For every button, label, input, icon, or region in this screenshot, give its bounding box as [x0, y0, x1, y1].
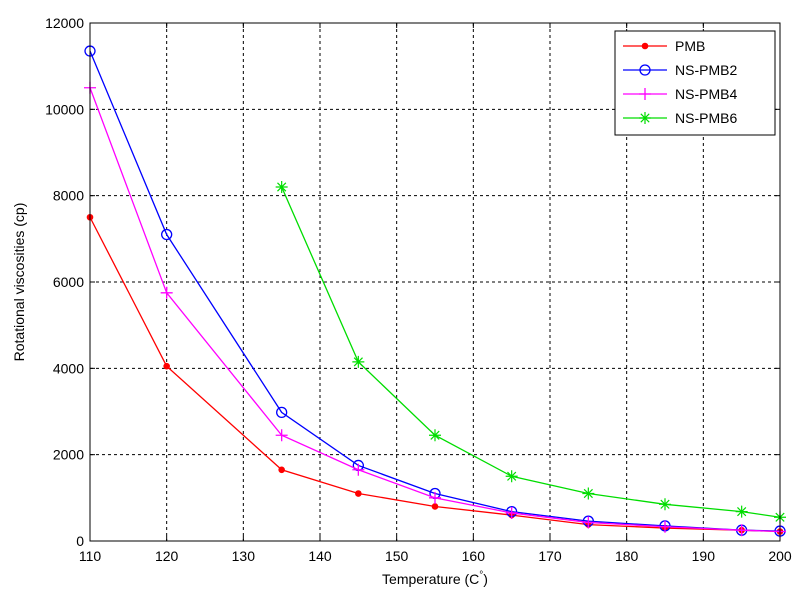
y-axis-label: Rotational viscosities (cp) [11, 203, 27, 362]
x-tick-label: 120 [155, 548, 179, 564]
legend-item: NS-PMB4 [623, 86, 737, 102]
data-point [161, 228, 173, 241]
data-point [431, 503, 439, 510]
data-point [505, 470, 518, 483]
data-point [429, 429, 441, 442]
data-point [582, 516, 595, 529]
y-tick-label: 12000 [45, 15, 84, 31]
legend-label: PMB [675, 38, 705, 54]
y-tick-label: 6000 [53, 274, 84, 290]
y-tick-label: 8000 [53, 188, 84, 204]
x-tick-label: 190 [692, 548, 716, 564]
data-point [163, 362, 170, 370]
x-axis-label: Temperature (C°) [382, 570, 488, 587]
legend-label: NS-PMB4 [675, 86, 737, 102]
data-point [275, 181, 288, 194]
y-tick-label: 2000 [53, 447, 84, 463]
x-axis-label-degree: ° [479, 570, 483, 581]
data-point [735, 524, 748, 537]
data-point [429, 491, 441, 504]
data-point [160, 286, 173, 299]
legend-marker [641, 42, 649, 50]
x-tick-label: 180 [615, 548, 639, 564]
x-tick-label: 150 [385, 548, 409, 564]
legend-label: NS-PMB2 [675, 62, 737, 78]
series-ns-pmb4 [84, 81, 786, 538]
legend-label: NS-PMB6 [675, 110, 737, 126]
x-axis-label-close: ) [483, 571, 488, 587]
data-point [355, 490, 362, 497]
series-line [89, 87, 781, 533]
x-tick-label: 130 [232, 548, 256, 564]
series-line [281, 186, 781, 518]
axis-ticks: 110 120 130 140 150 160 170 180 190 2000200040006… [45, 15, 792, 564]
legend-item: NS-PMB2 [623, 62, 737, 78]
series-layer [84, 45, 786, 538]
data-point [582, 487, 595, 500]
data-point [505, 506, 518, 519]
legend-item: PMB [623, 38, 705, 54]
x-tick-label: 200 [768, 548, 792, 564]
y-tick-label: 4000 [53, 360, 84, 376]
legend-marker [639, 64, 651, 76]
data-point [659, 498, 671, 511]
data-point [275, 429, 288, 442]
legend-marker [639, 112, 651, 124]
y-tick-label: 0 [76, 533, 84, 549]
x-tick-label: 140 [308, 548, 332, 564]
x-tick-label: 170 [538, 548, 562, 564]
legend-item: NS-PMB6 [623, 110, 737, 126]
legend: PMB NS-PMB2 NS-PMB4 NS-PMB6 [614, 30, 776, 136]
data-point [276, 406, 288, 419]
legend-marker [639, 88, 651, 100]
data-point [352, 463, 365, 476]
data-point [659, 520, 671, 533]
x-tick-label: 110 [79, 548, 102, 564]
data-point [735, 505, 748, 518]
data-point [278, 466, 285, 474]
y-tick-label: 10000 [45, 101, 84, 117]
x-tick-label: 160 [462, 548, 486, 564]
data-point [352, 355, 365, 368]
